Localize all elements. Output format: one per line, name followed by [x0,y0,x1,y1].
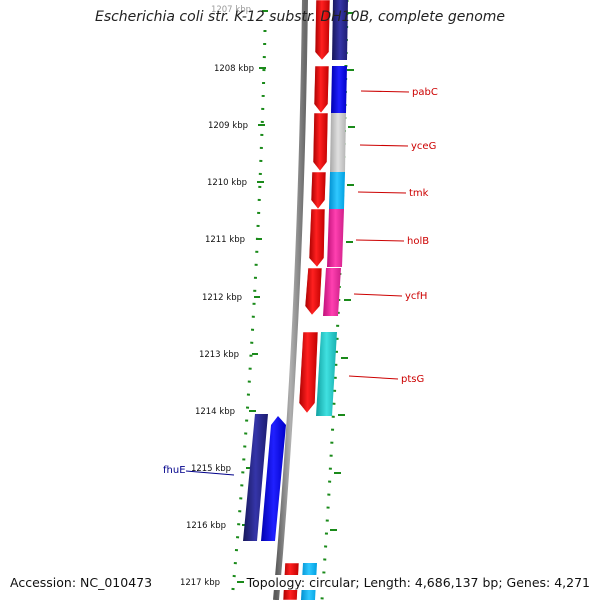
tick-label: 1211 kbp [205,235,245,245]
inner-dotted-circle [230,29,267,600]
cds-arrow-fhuE [261,416,286,541]
cds-arrow [310,171,327,210]
cds-arrow [312,112,329,172]
forward-gene-track [301,0,348,600]
label-leader-lines [348,90,410,380]
tick-label: 1208 kbp [214,64,254,74]
cds-arrow [313,65,330,114]
gene-block-pabC [331,66,347,113]
tick-labels: 1207 kbp 1208 kbp 1209 kbp 1210 kbp 1211… [180,5,254,588]
gene-label: yceG [411,141,436,152]
gene-block-ptsG [316,332,337,416]
gene-label: pabC [412,87,438,98]
cds-arrow [314,0,331,61]
tick-label: 1213 kbp [199,350,239,360]
gene-labels: pabC yceG tmk holB ycfH ptsG fhuE [163,87,438,476]
gene-block-holB [327,209,344,267]
tick-label: 1207 kbp [211,5,251,15]
map-title: Escherichia coli str. K-12 substr. DH10B… [94,9,506,25]
cds-arrow [304,267,323,316]
gene-label: tmk [409,188,429,199]
forward-cds-track [282,0,331,600]
tick-label: 1216 kbp [186,521,226,531]
gene-label: ycfH [405,291,427,302]
cds-arrow [298,331,319,414]
gene-block-fhuE [243,414,268,541]
tick-label: 1209 kbp [208,121,248,131]
gene-block-yceG [330,113,346,172]
tick-label: 1217 kbp [180,578,220,588]
tick-label: 1210 kbp [207,178,247,188]
cds-arrow [308,208,326,268]
accession-text: Accession: NC_010473 [8,575,155,590]
tick-label: 1214 kbp [195,407,235,417]
label-leader-line-fhuE [185,470,235,476]
genome-backbone [273,0,308,600]
gene-block [332,0,348,60]
tick-label: 1215 kbp [191,464,231,474]
topology-summary: Topology: circular; Length: 4,686,137 bp… [244,575,592,590]
gene-label: holB [407,236,429,247]
gene-label: ptsG [401,374,424,385]
tick-label: 1212 kbp [202,293,242,303]
gene-label: fhuE [163,465,186,476]
reverse-gene-track [243,414,286,541]
gene-block-ycfH [323,268,341,316]
gene-block-tmk [329,172,345,209]
outer-tick-marks [330,12,355,531]
